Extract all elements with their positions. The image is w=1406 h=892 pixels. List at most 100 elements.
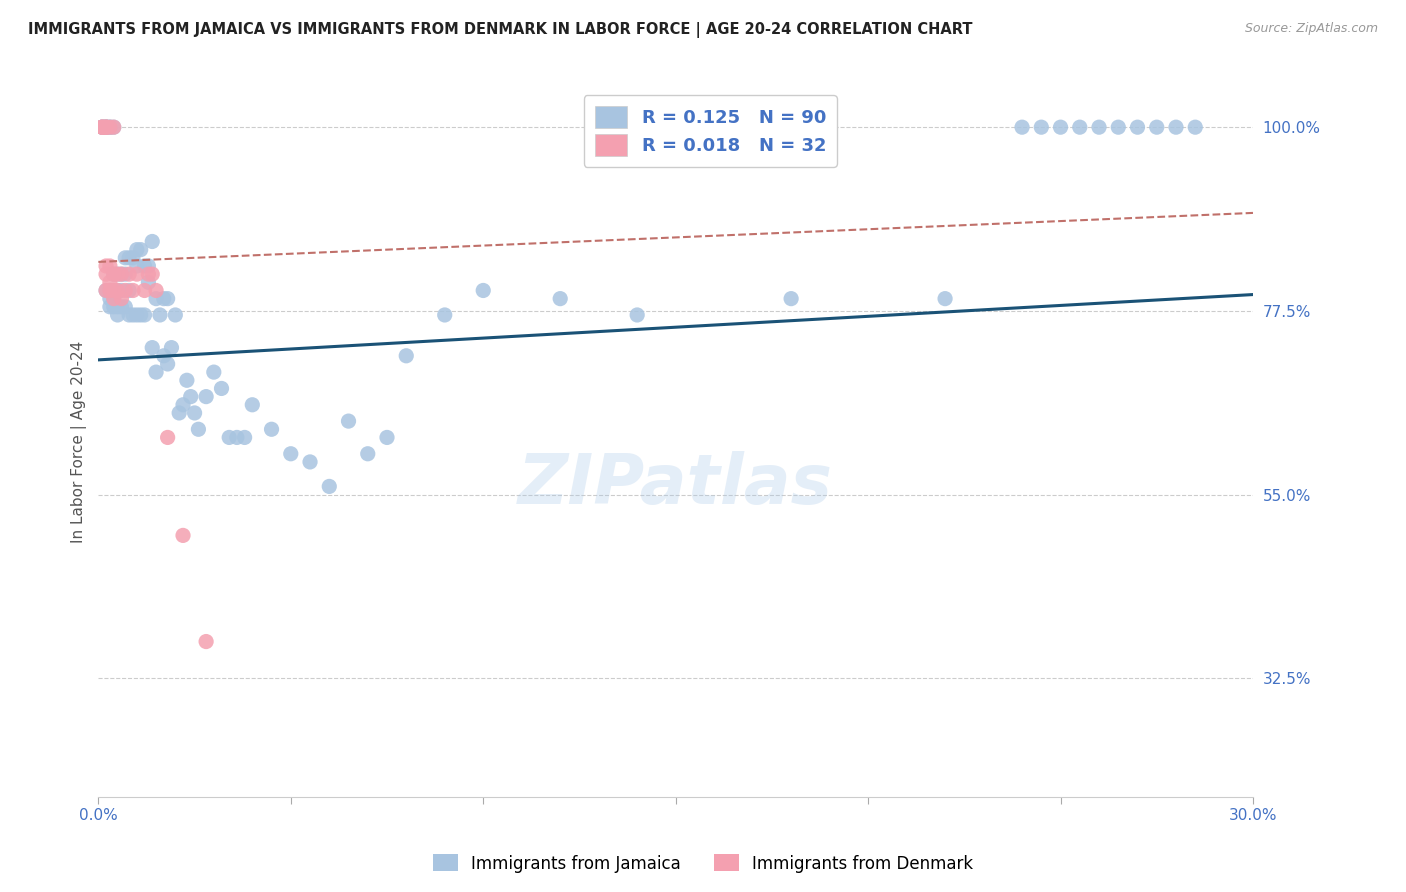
Point — [548, 292, 571, 306]
Point — [103, 267, 125, 281]
Point — [94, 120, 117, 135]
Point — [260, 422, 283, 436]
Point — [1049, 120, 1071, 135]
Point — [91, 120, 114, 135]
Point — [141, 235, 163, 249]
Point — [91, 120, 114, 135]
Point — [114, 251, 136, 265]
Point — [172, 398, 194, 412]
Y-axis label: In Labor Force | Age 20-24: In Labor Force | Age 20-24 — [72, 341, 87, 542]
Point — [107, 284, 129, 298]
Point — [156, 430, 179, 444]
Point — [125, 243, 148, 257]
Point — [195, 390, 218, 404]
Point — [134, 308, 156, 322]
Point — [337, 414, 360, 428]
Point — [152, 292, 174, 306]
Point — [118, 251, 141, 265]
Point — [1031, 120, 1053, 135]
Point — [122, 308, 145, 322]
Point — [125, 308, 148, 322]
Point — [94, 120, 117, 135]
Point — [94, 284, 117, 298]
Point — [107, 284, 129, 298]
Point — [107, 300, 129, 314]
Point — [138, 275, 160, 289]
Point — [91, 120, 114, 135]
Point — [114, 300, 136, 314]
Point — [110, 267, 132, 281]
Point — [299, 455, 322, 469]
Point — [149, 308, 172, 322]
Point — [357, 447, 380, 461]
Point — [145, 292, 167, 306]
Point — [94, 267, 117, 281]
Point — [107, 267, 129, 281]
Point — [1126, 120, 1149, 135]
Point — [240, 398, 263, 412]
Point — [225, 430, 247, 444]
Text: ZIPatlas: ZIPatlas — [519, 450, 834, 517]
Point — [118, 308, 141, 322]
Point — [91, 120, 114, 135]
Point — [103, 292, 125, 306]
Point — [114, 284, 136, 298]
Point — [94, 120, 117, 135]
Point — [233, 430, 256, 444]
Point — [156, 357, 179, 371]
Point — [152, 349, 174, 363]
Point — [114, 267, 136, 281]
Point — [107, 308, 129, 322]
Point — [94, 259, 117, 273]
Point — [103, 120, 125, 135]
Point — [211, 381, 233, 395]
Point — [98, 300, 121, 314]
Point — [156, 292, 179, 306]
Point — [138, 267, 160, 281]
Point — [94, 120, 117, 135]
Point — [110, 300, 132, 314]
Point — [103, 284, 125, 298]
Point — [433, 308, 456, 322]
Legend: R = 0.125   N = 90, R = 0.018   N = 32: R = 0.125 N = 90, R = 0.018 N = 32 — [583, 95, 837, 167]
Point — [1107, 120, 1129, 135]
Point — [1011, 120, 1033, 135]
Point — [134, 284, 156, 298]
Point — [318, 479, 340, 493]
Point — [98, 292, 121, 306]
Point — [98, 120, 121, 135]
Point — [103, 300, 125, 314]
Point — [395, 349, 418, 363]
Point — [94, 120, 117, 135]
Point — [160, 341, 183, 355]
Point — [122, 251, 145, 265]
Point — [172, 528, 194, 542]
Point — [110, 292, 132, 306]
Point — [280, 447, 302, 461]
Legend: Immigrants from Jamaica, Immigrants from Denmark: Immigrants from Jamaica, Immigrants from… — [426, 847, 980, 880]
Point — [94, 284, 117, 298]
Point — [141, 341, 163, 355]
Point — [180, 390, 202, 404]
Point — [91, 120, 114, 135]
Point — [780, 292, 803, 306]
Point — [1184, 120, 1206, 135]
Point — [110, 284, 132, 298]
Point — [176, 373, 198, 387]
Point — [626, 308, 648, 322]
Point — [91, 120, 114, 135]
Point — [134, 259, 156, 273]
Point — [118, 284, 141, 298]
Point — [141, 267, 163, 281]
Point — [103, 292, 125, 306]
Point — [934, 292, 956, 306]
Point — [110, 267, 132, 281]
Point — [167, 406, 190, 420]
Point — [98, 259, 121, 273]
Point — [103, 284, 125, 298]
Point — [98, 120, 121, 135]
Point — [107, 267, 129, 281]
Point — [472, 284, 495, 298]
Point — [94, 120, 117, 135]
Point — [187, 422, 209, 436]
